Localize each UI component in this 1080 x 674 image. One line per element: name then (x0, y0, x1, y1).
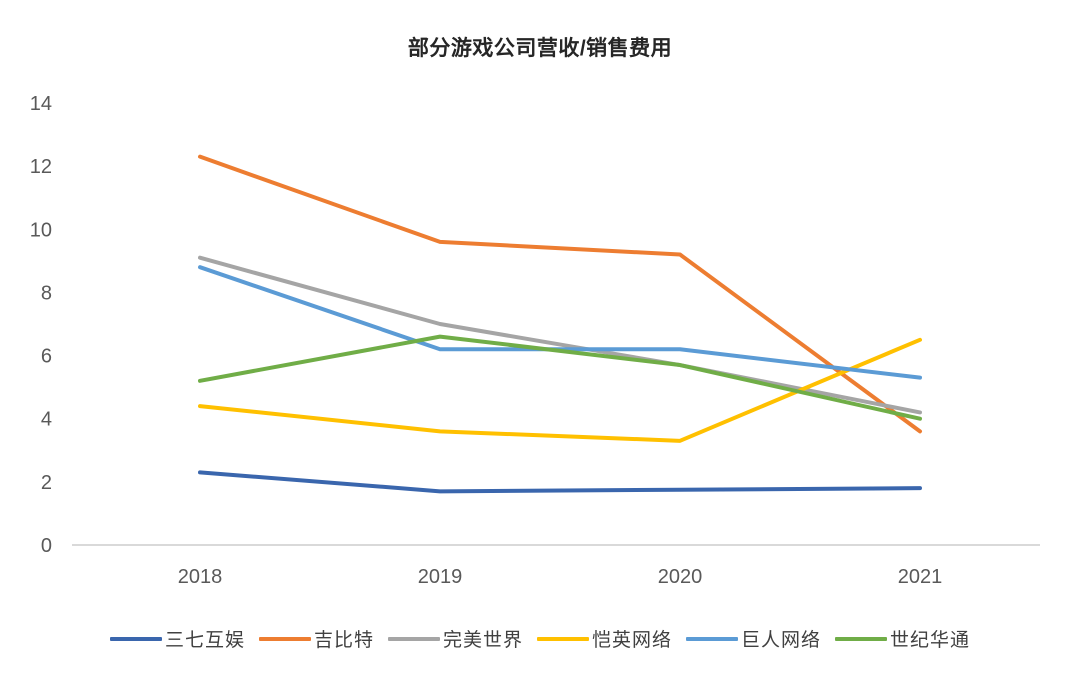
series-line-完美世界 (198, 255, 922, 415)
y-axis-tick-label: 10 (30, 219, 52, 241)
legend-item-完美世界[interactable]: 完美世界 (387, 625, 523, 652)
legend-swatch-icon (686, 636, 739, 641)
y-axis-tick-label: 4 (41, 409, 52, 431)
y-axis-tick-label: 6 (41, 346, 52, 368)
series-line-三七互娱 (198, 470, 922, 494)
legend-label: 三七互娱 (164, 630, 245, 651)
legend-label: 恺英网络 (592, 630, 673, 651)
chart-legend: 三七互娱 吉比特 完美世界 恺英网络 巨人网络 世纪华通 (0, 625, 1080, 652)
y-axis-tick-label: 8 (41, 282, 52, 304)
legend-label: 完美世界 (442, 630, 523, 651)
legend-swatch-icon (835, 636, 888, 641)
series-line-世纪华通 (198, 334, 922, 421)
legend-label: 吉比特 (313, 630, 374, 651)
legend-label: 巨人网络 (741, 630, 822, 651)
y-axis-tick-label: 14 (30, 93, 52, 115)
legend-swatch-icon (537, 636, 589, 641)
y-axis-tick-label: 12 (30, 156, 52, 178)
legend-item-世纪华通[interactable]: 世纪华通 (835, 625, 970, 652)
legend-swatch-icon (109, 636, 162, 641)
legend-label: 世纪华通 (890, 630, 971, 651)
legend-swatch-icon (258, 636, 311, 641)
legend-item-恺英网络[interactable]: 恺英网络 (537, 625, 672, 652)
series-line-吉比特 (198, 154, 922, 434)
y-axis-tick-label: 0 (41, 535, 52, 557)
legend-item-吉比特[interactable]: 吉比特 (258, 625, 374, 652)
legend-item-巨人网络[interactable]: 巨人网络 (686, 625, 821, 652)
chart-title: 部分游戏公司营收/销售费用 (407, 37, 673, 60)
x-axis-tick-label: 2018 (178, 566, 223, 588)
legend-item-三七互娱[interactable]: 三七互娱 (109, 625, 245, 652)
y-axis-tick-label: 2 (41, 472, 52, 494)
x-axis-tick-label: 2019 (418, 566, 463, 588)
x-axis-tick-label: 2021 (898, 566, 943, 588)
legend-swatch-icon (387, 636, 440, 641)
x-axis-tick-label: 2020 (658, 566, 703, 588)
